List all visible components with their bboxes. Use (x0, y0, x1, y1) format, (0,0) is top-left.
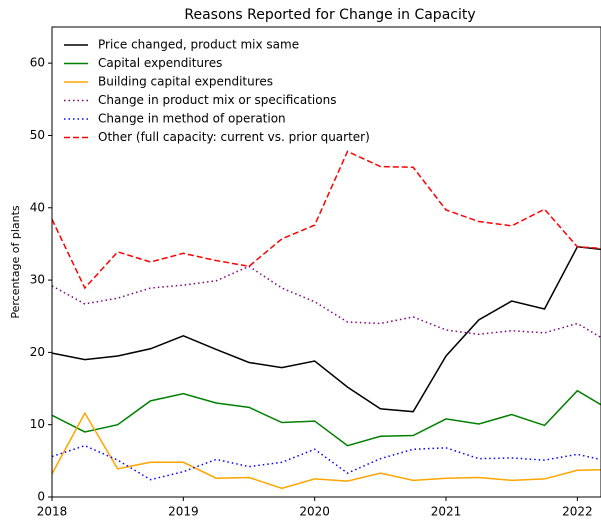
x-tick-label: 2018 (37, 505, 68, 519)
series-line (52, 246, 601, 413)
series-line (52, 411, 601, 490)
chart-title: Reasons Reported for Change in Capacity (184, 7, 475, 23)
x-tick-label: 2021 (431, 505, 462, 519)
y-tick-label: 60 (30, 56, 45, 70)
legend-label: Other (full capacity: current vs. prior … (98, 130, 370, 144)
series-line (52, 444, 601, 481)
x-tick-label: 2019 (168, 505, 199, 519)
y-axis-label: Percentage of plants (9, 205, 22, 319)
series-line (52, 150, 601, 290)
plot-frame (51, 26, 601, 498)
y-tick-label: 40 (30, 200, 45, 214)
legend-label: Change in method of operation (98, 112, 286, 126)
y-tick-label: 20 (30, 345, 45, 359)
x-tick-label: 2020 (299, 505, 330, 519)
legend-label: Price changed, product mix same (98, 38, 299, 52)
y-tick-label: 0 (37, 490, 45, 504)
y-tick-label: 30 (30, 273, 45, 287)
y-tick-label: 10 (30, 417, 45, 431)
legend-label: Capital expenditures (98, 56, 222, 70)
series-line (52, 389, 601, 447)
x-tick-label: 2022 (562, 505, 593, 519)
y-tick-label: 50 (30, 128, 45, 142)
legend-label: Building capital expenditures (98, 75, 273, 89)
series-line (52, 265, 601, 339)
plot-area (52, 150, 601, 490)
legend-label: Change in product mix or specifications (98, 93, 336, 107)
